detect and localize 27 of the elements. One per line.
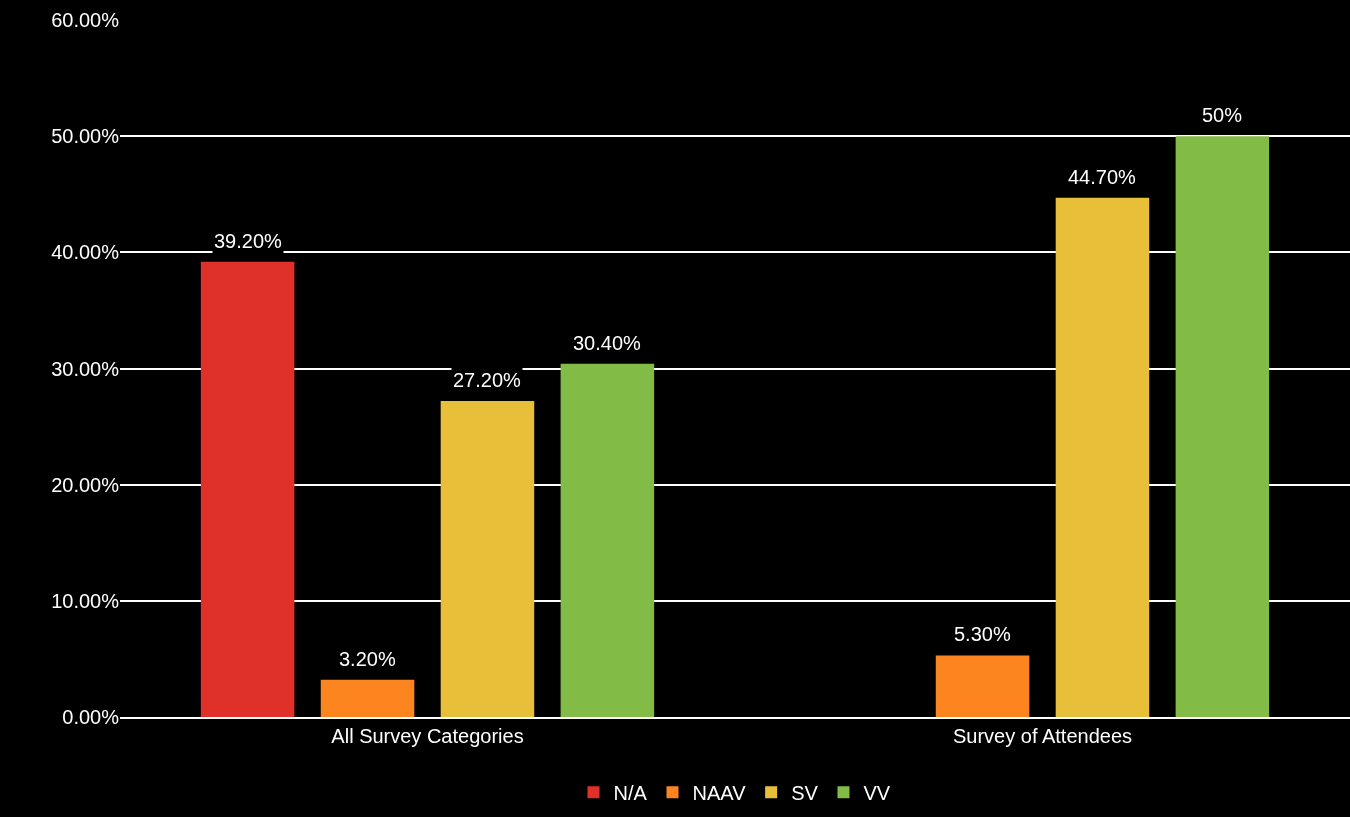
y-tick-label: 30.00% <box>51 357 120 380</box>
data-label: 50% <box>1202 104 1243 126</box>
y-tick-label: 10.00% <box>51 589 120 612</box>
legend-label: N/A <box>613 782 648 805</box>
legend-label: VV <box>863 782 891 805</box>
data-label: 39.20% <box>214 230 283 252</box>
bar <box>560 363 655 717</box>
bar <box>935 655 1030 717</box>
data-label: 30.40% <box>573 332 642 354</box>
bar <box>1055 197 1150 717</box>
bar <box>1175 136 1270 717</box>
y-tick-label: 40.00% <box>51 241 120 264</box>
x-tick-label: Survey of Attendees <box>952 725 1133 747</box>
y-tick-label: 60.00% <box>51 9 120 31</box>
bar <box>440 401 535 717</box>
bar <box>200 261 295 717</box>
y-tick-label: 50.00% <box>51 125 120 148</box>
data-label: 27.20% <box>453 369 522 391</box>
data-label: 3.20% <box>339 648 396 670</box>
data-label: 5.30% <box>954 623 1011 645</box>
bar <box>320 679 415 717</box>
data-label: 44.70% <box>1068 166 1137 188</box>
legend-label: NAAV <box>692 782 747 805</box>
y-tick-label: 20.00% <box>51 473 120 496</box>
x-tick-label: All Survey Categories <box>331 725 524 747</box>
legend-label: SV <box>791 782 819 805</box>
y-tick-label: 0.00% <box>62 706 120 728</box>
